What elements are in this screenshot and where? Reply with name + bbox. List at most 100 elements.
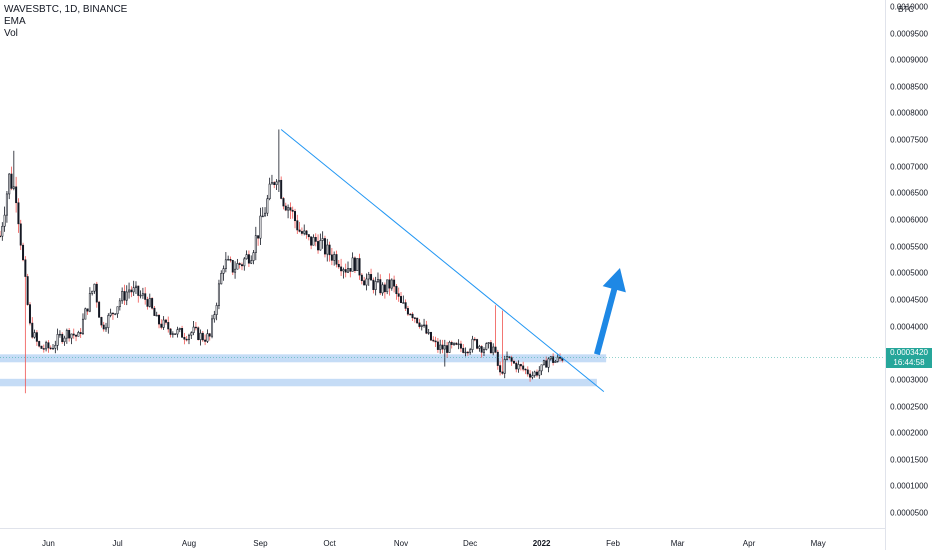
candle-body xyxy=(344,269,347,273)
candle-body xyxy=(65,330,68,339)
candle-body xyxy=(434,340,437,343)
candle-body xyxy=(261,215,264,218)
candle-body xyxy=(342,269,345,272)
candle-body xyxy=(393,279,396,287)
price-tick-label: 0.0010000 xyxy=(890,2,928,12)
candle-body xyxy=(1,225,4,237)
candle-body xyxy=(98,301,101,318)
candle-body xyxy=(88,293,91,312)
candle-body xyxy=(254,235,257,253)
candle-body xyxy=(243,258,246,267)
candle-body xyxy=(134,285,137,289)
candle-body xyxy=(17,202,20,225)
candle-body xyxy=(547,358,550,368)
candle-body xyxy=(284,205,287,211)
candle-body xyxy=(432,339,435,342)
ema-indicator-label[interactable]: EMA xyxy=(4,16,26,27)
candle-body xyxy=(536,371,538,376)
current-price-label: 0.0003420 16:44:58 xyxy=(886,347,932,368)
candle-body xyxy=(247,254,250,264)
candle-body xyxy=(22,244,25,261)
candle-body xyxy=(473,338,476,341)
candle-body xyxy=(476,339,479,349)
price-tick-label: 0.0000500 xyxy=(890,508,928,518)
candle-body xyxy=(425,324,428,334)
candle-body xyxy=(174,333,177,335)
candle-body xyxy=(506,356,509,360)
candle-body xyxy=(423,324,426,327)
candle-body xyxy=(455,342,458,345)
candle-body xyxy=(386,279,389,293)
candle-body xyxy=(340,266,343,272)
candle-body xyxy=(404,302,407,309)
current-price-value: 0.0003420 xyxy=(890,347,928,357)
candle-body xyxy=(116,306,119,315)
candle-body xyxy=(151,298,154,309)
price-tick-label: 0.0004500 xyxy=(890,295,928,305)
candle-body xyxy=(411,313,414,319)
candle-body xyxy=(31,322,34,338)
candle-body xyxy=(453,342,456,345)
chart-area[interactable] xyxy=(0,0,885,528)
candle-body xyxy=(446,345,449,353)
candle-body xyxy=(545,360,548,368)
candle-body xyxy=(499,365,502,373)
candle-body xyxy=(554,361,557,363)
candle-body xyxy=(194,326,197,329)
price-tick-label: 0.0003000 xyxy=(890,375,928,385)
candle-body xyxy=(469,349,472,353)
candle-body xyxy=(257,235,260,239)
candle-body xyxy=(121,291,124,302)
price-tick-label: 0.0002500 xyxy=(890,402,928,412)
time-tick-label: Jul xyxy=(112,539,123,548)
time-axis[interactable]: Jun Jul Aug Sep Oct Nov Dec 2022 Feb Mar Apr May xyxy=(0,528,885,550)
price-chart-svg[interactable] xyxy=(0,0,885,528)
candle-body xyxy=(52,348,54,350)
candle-body xyxy=(319,240,322,251)
candle-body xyxy=(427,331,430,334)
symbol-title[interactable]: WAVESBTC, 1D, BINANCE xyxy=(4,4,128,15)
candle-body xyxy=(176,329,179,335)
candle-body xyxy=(153,307,156,316)
candle-body xyxy=(171,333,174,335)
candle-body xyxy=(328,244,331,256)
candle-body xyxy=(289,207,292,211)
time-tick-label: May xyxy=(810,539,826,548)
candle-body xyxy=(130,289,133,293)
candle-body xyxy=(63,337,66,343)
price-tick-label: 0.0001500 xyxy=(890,455,928,465)
candle-body xyxy=(471,338,474,350)
candle-body xyxy=(556,356,559,362)
price-axis[interactable]: BTC 0.0010000 0.0009500 0.0009000 0.0008500… xyxy=(885,0,932,550)
volume-indicator-label[interactable]: Vol xyxy=(4,28,18,39)
candle-body xyxy=(466,351,469,354)
candle-body xyxy=(220,273,223,285)
time-tick-label: Mar xyxy=(670,539,685,548)
candle-body xyxy=(35,332,38,342)
candle-body xyxy=(270,182,273,185)
price-tick-label: 0.0009000 xyxy=(890,55,928,65)
candle-body xyxy=(538,370,541,376)
candle-body xyxy=(266,198,269,214)
candle-body xyxy=(291,209,294,212)
candle-body xyxy=(277,179,280,183)
candle-body xyxy=(540,364,543,372)
candle-body xyxy=(54,345,57,349)
candle-body xyxy=(515,362,518,370)
candle-body xyxy=(217,283,220,306)
breakout-arrow xyxy=(594,267,626,356)
candle-body xyxy=(252,252,255,261)
price-tick-label: 0.0002000 xyxy=(890,428,928,438)
candle-body xyxy=(169,328,172,335)
candle-body xyxy=(84,308,87,320)
candle-body xyxy=(296,220,299,231)
candle-body xyxy=(280,179,283,199)
candle-body xyxy=(330,254,333,261)
candle-body xyxy=(241,264,243,267)
time-tick-label: Nov xyxy=(393,539,409,548)
price-tick-label: 0.0008500 xyxy=(890,82,928,92)
candle-body xyxy=(19,223,22,246)
currency-label: BTC xyxy=(898,5,914,14)
candle-body xyxy=(118,300,121,308)
candle-body xyxy=(314,237,317,242)
